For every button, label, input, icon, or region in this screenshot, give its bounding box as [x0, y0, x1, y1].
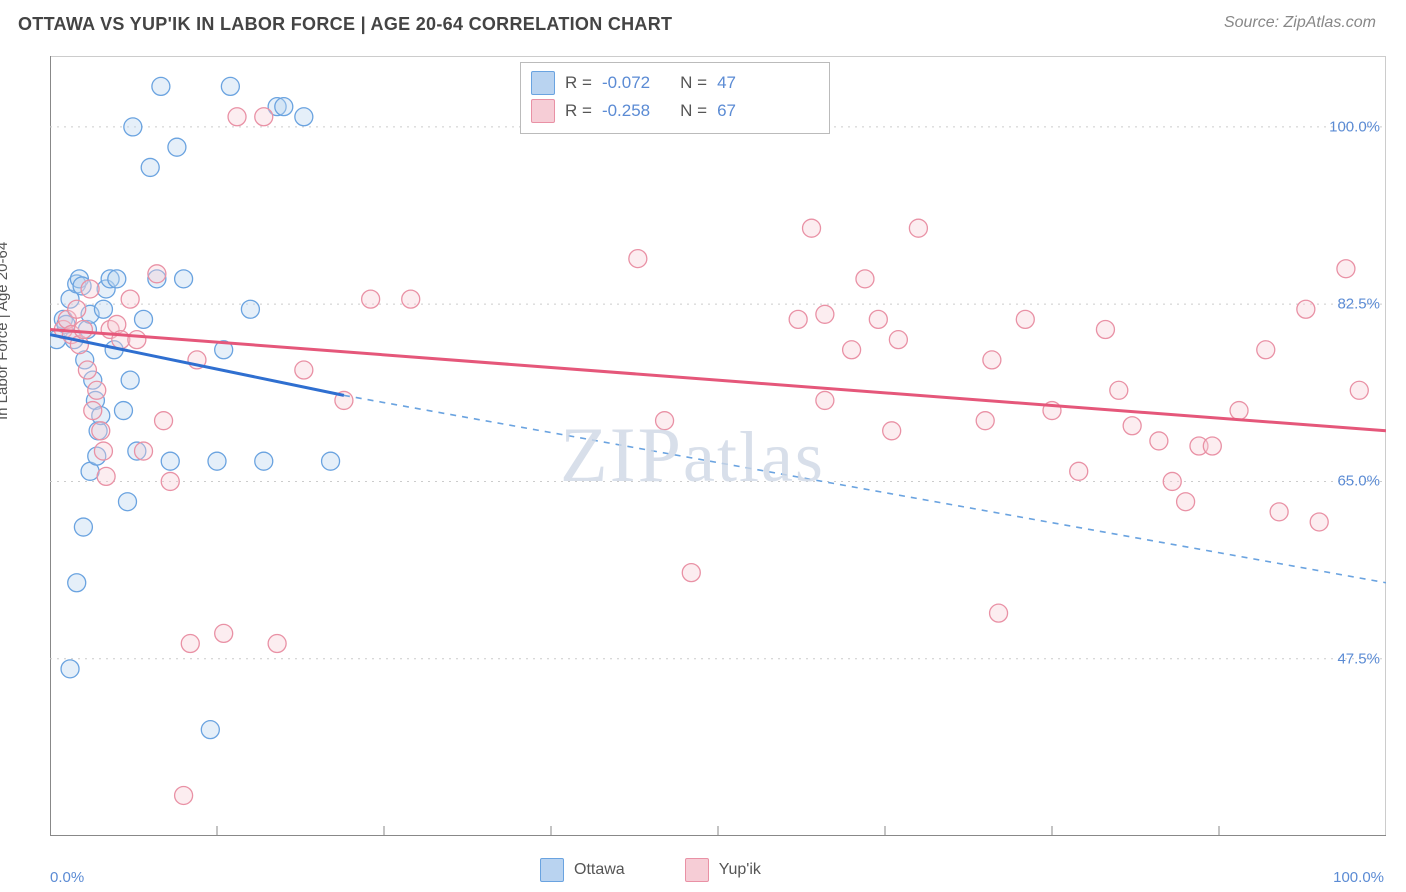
y-tick-label: 65.0% [1337, 473, 1380, 490]
series-legend: Ottawa Yup'ik [540, 858, 761, 882]
legend-swatch-ottawa [540, 858, 564, 882]
legend-label-ottawa: Ottawa [574, 861, 625, 879]
y-tick-label: 100.0% [1329, 118, 1380, 135]
chart-source: Source: ZipAtlas.com [1224, 14, 1376, 32]
legend-item-ottawa: Ottawa [540, 858, 625, 882]
y-tick-label: 82.5% [1337, 296, 1380, 313]
x-min-label: 0.0% [50, 869, 84, 886]
chart-title: OTTAWA VS YUP'IK IN LABOR FORCE | AGE 20… [18, 14, 672, 34]
legend-N-yupik: 67 [717, 97, 736, 125]
watermark: ZIPatlas [560, 410, 825, 500]
chart-header: OTTAWA VS YUP'IK IN LABOR FORCE | AGE 20… [0, 0, 1406, 56]
legend-swatch-yupik [685, 858, 709, 882]
legend-R-label: R = [565, 97, 592, 125]
legend-R-yupik: -0.258 [602, 97, 650, 125]
legend-swatch-ottawa [531, 71, 555, 95]
legend-row-ottawa: R = -0.072 N = 47 [531, 69, 819, 97]
legend-R-ottawa: -0.072 [602, 69, 650, 97]
y-tick-label: 47.5% [1337, 650, 1380, 667]
legend-R-label: R = [565, 69, 592, 97]
legend-label-yupik: Yup'ik [719, 861, 761, 879]
correlation-legend: R = -0.072 N = 47 R = -0.258 N = 67 [520, 62, 830, 134]
x-max-label: 100.0% [1333, 869, 1384, 886]
legend-item-yupik: Yup'ik [685, 858, 761, 882]
legend-N-ottawa: 47 [717, 69, 736, 97]
legend-row-yupik: R = -0.258 N = 67 [531, 97, 819, 125]
legend-N-label: N = [680, 97, 707, 125]
legend-swatch-yupik [531, 99, 555, 123]
legend-N-label: N = [680, 69, 707, 97]
y-axis-label: In Labor Force | Age 20-64 [0, 242, 11, 420]
